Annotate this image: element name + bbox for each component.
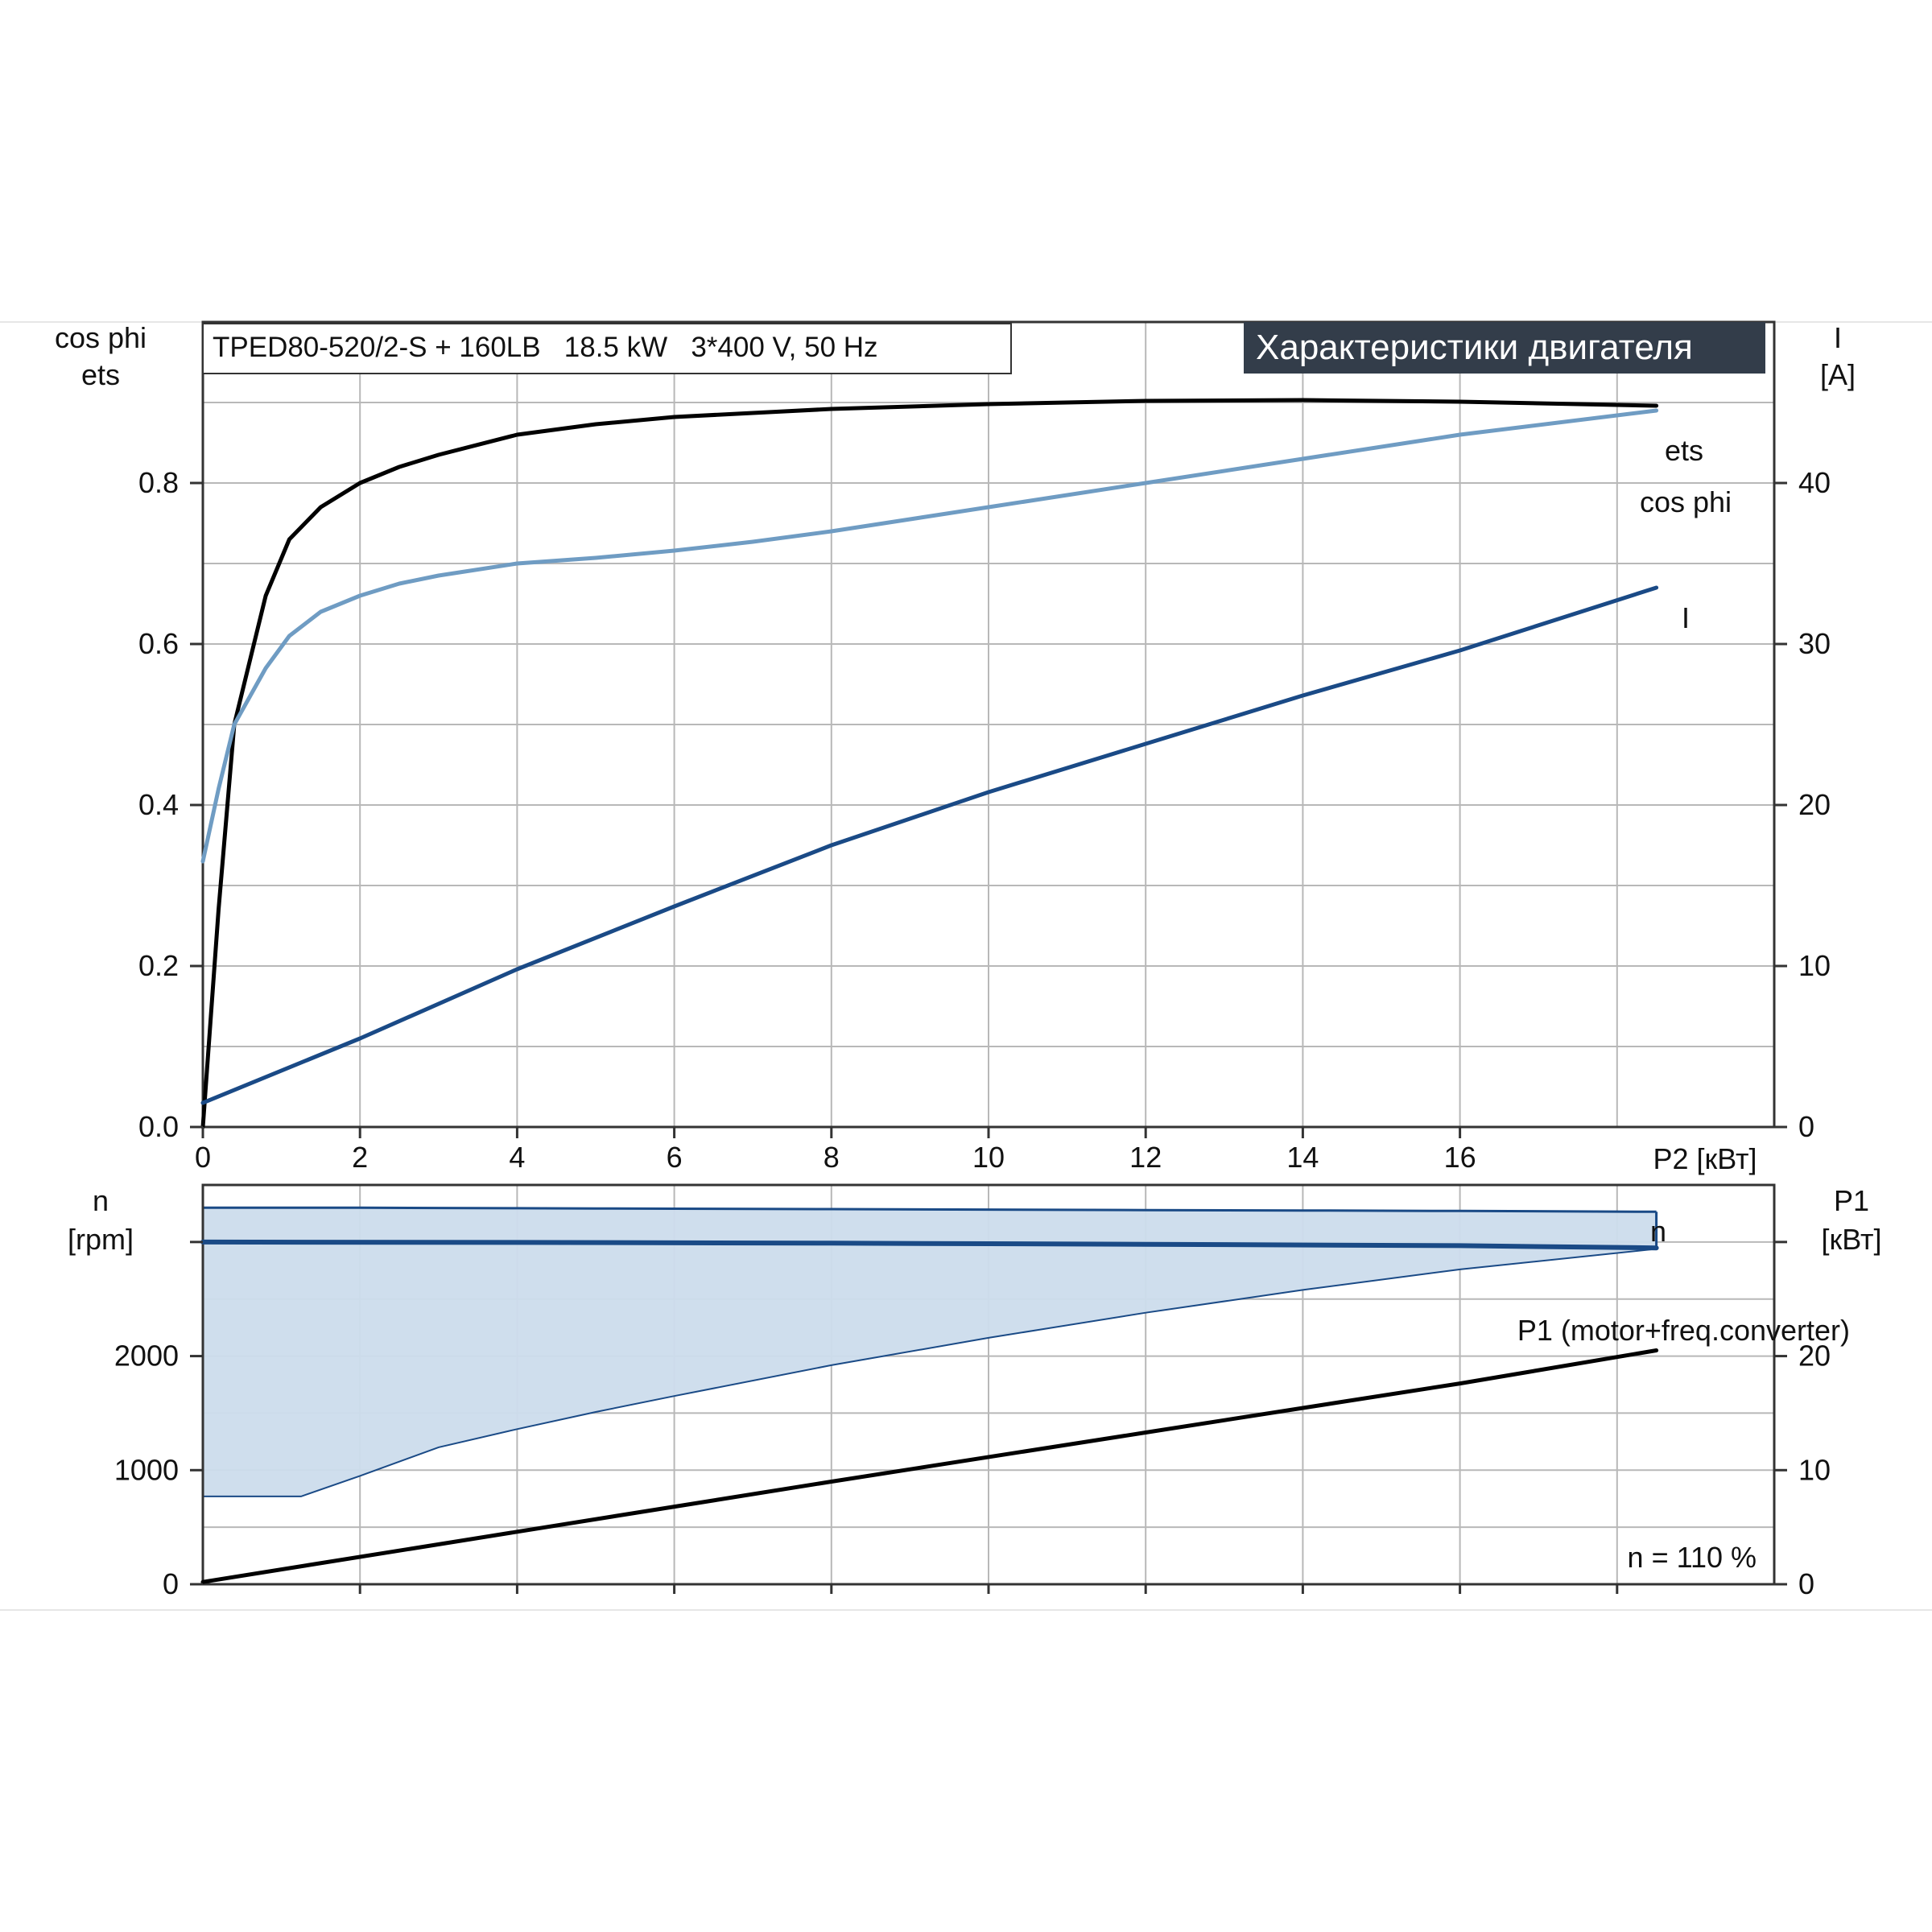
- y-left-label-ets: ets: [81, 358, 120, 391]
- x-tick-label: 2: [352, 1141, 368, 1174]
- bottom-y-left-tick-label: 0: [163, 1567, 179, 1600]
- model-box: [202, 323, 1012, 374]
- x-tick-label: 8: [824, 1141, 840, 1174]
- header-title: Характеристики двигателя: [1256, 328, 1693, 367]
- bottom-y-left-tick-label: 2000: [114, 1340, 179, 1373]
- ets-curve: [200, 398, 1659, 1129]
- x-axis-label: P2 [кВт]: [1653, 1142, 1757, 1175]
- y-left-tick-label: 0.0: [138, 1110, 179, 1143]
- bottom-y-right-tick-label: 10: [1798, 1453, 1831, 1486]
- label-ets: ets: [1665, 434, 1703, 467]
- y-left-tick-label: 0.2: [138, 949, 179, 982]
- bottom-y-right-label-p1: P1: [1834, 1184, 1869, 1217]
- speed-range-lower-edge: [203, 1248, 1657, 1497]
- model-text: TPED80-520/2-S + 160LB 18.5 kW 3*400 V, …: [213, 332, 878, 363]
- x-tick-label: 4: [509, 1141, 525, 1174]
- label-p1: P1 (motor+freq.converter): [1517, 1314, 1850, 1347]
- bottom-series: [200, 1239, 1659, 1584]
- label-cosphi: cos phi: [1640, 485, 1732, 518]
- y-right-tick-label: 20: [1798, 788, 1831, 821]
- x-tick-label: 0: [195, 1141, 211, 1174]
- x-tick-label: 14: [1286, 1141, 1319, 1174]
- speed-range-area: [203, 1208, 1657, 1496]
- y-left-tick-label: 0.6: [138, 627, 179, 660]
- bottom-y-right-label-unit: [кВт]: [1821, 1223, 1881, 1256]
- top-ticks: 0 2 4 6 8 10 12 14 16 0.0 0.2 0.4 0.6 0.8 0 10 20 30 40: [138, 466, 1831, 1174]
- top-grid: [203, 321, 1774, 1127]
- speed-note: n = 110 %: [1628, 1541, 1757, 1574]
- bottom-area: [203, 1206, 1658, 1497]
- label-n: n: [1650, 1215, 1666, 1248]
- y-right-label-i: I: [1834, 321, 1842, 354]
- x-tick-label: 6: [667, 1141, 683, 1174]
- y-right-label-unit: [A]: [1820, 358, 1856, 391]
- header-banner: [1244, 322, 1765, 374]
- bottom-y-left-tick-label: 1000: [114, 1453, 179, 1486]
- bottom-ticks: 0 1000 2000 0 10 20: [114, 1241, 1831, 1600]
- bottom-y-left-label-unit: [rpm]: [68, 1223, 134, 1256]
- y-right-tick-label: 30: [1798, 627, 1831, 660]
- bottom-y-right-tick-label: 0: [1798, 1567, 1814, 1600]
- y-left-tick-label: 0.4: [138, 788, 179, 821]
- label-current: I: [1682, 601, 1690, 634]
- bottom-y-right-tick-label: 20: [1798, 1340, 1831, 1373]
- y-left-tick-label: 0.8: [138, 466, 179, 499]
- cosphi-curve: [200, 408, 1659, 864]
- speed-range-upper-edge: [203, 1206, 1657, 1213]
- p1-curve: [200, 1348, 1659, 1584]
- y-left-label-cosphi: cos phi: [55, 321, 147, 354]
- current-curve: [200, 585, 1659, 1105]
- speed-curve: [200, 1239, 1659, 1251]
- y-right-tick-label: 40: [1798, 466, 1831, 499]
- x-tick-label: 12: [1129, 1141, 1162, 1174]
- x-tick-label: 16: [1444, 1141, 1476, 1174]
- bottom-y-left-label-n: n: [93, 1184, 109, 1217]
- y-right-tick-label: 10: [1798, 949, 1831, 982]
- top-series: [200, 398, 1659, 1129]
- x-tick-label: 10: [972, 1141, 1005, 1174]
- y-right-tick-label: 0: [1798, 1110, 1814, 1143]
